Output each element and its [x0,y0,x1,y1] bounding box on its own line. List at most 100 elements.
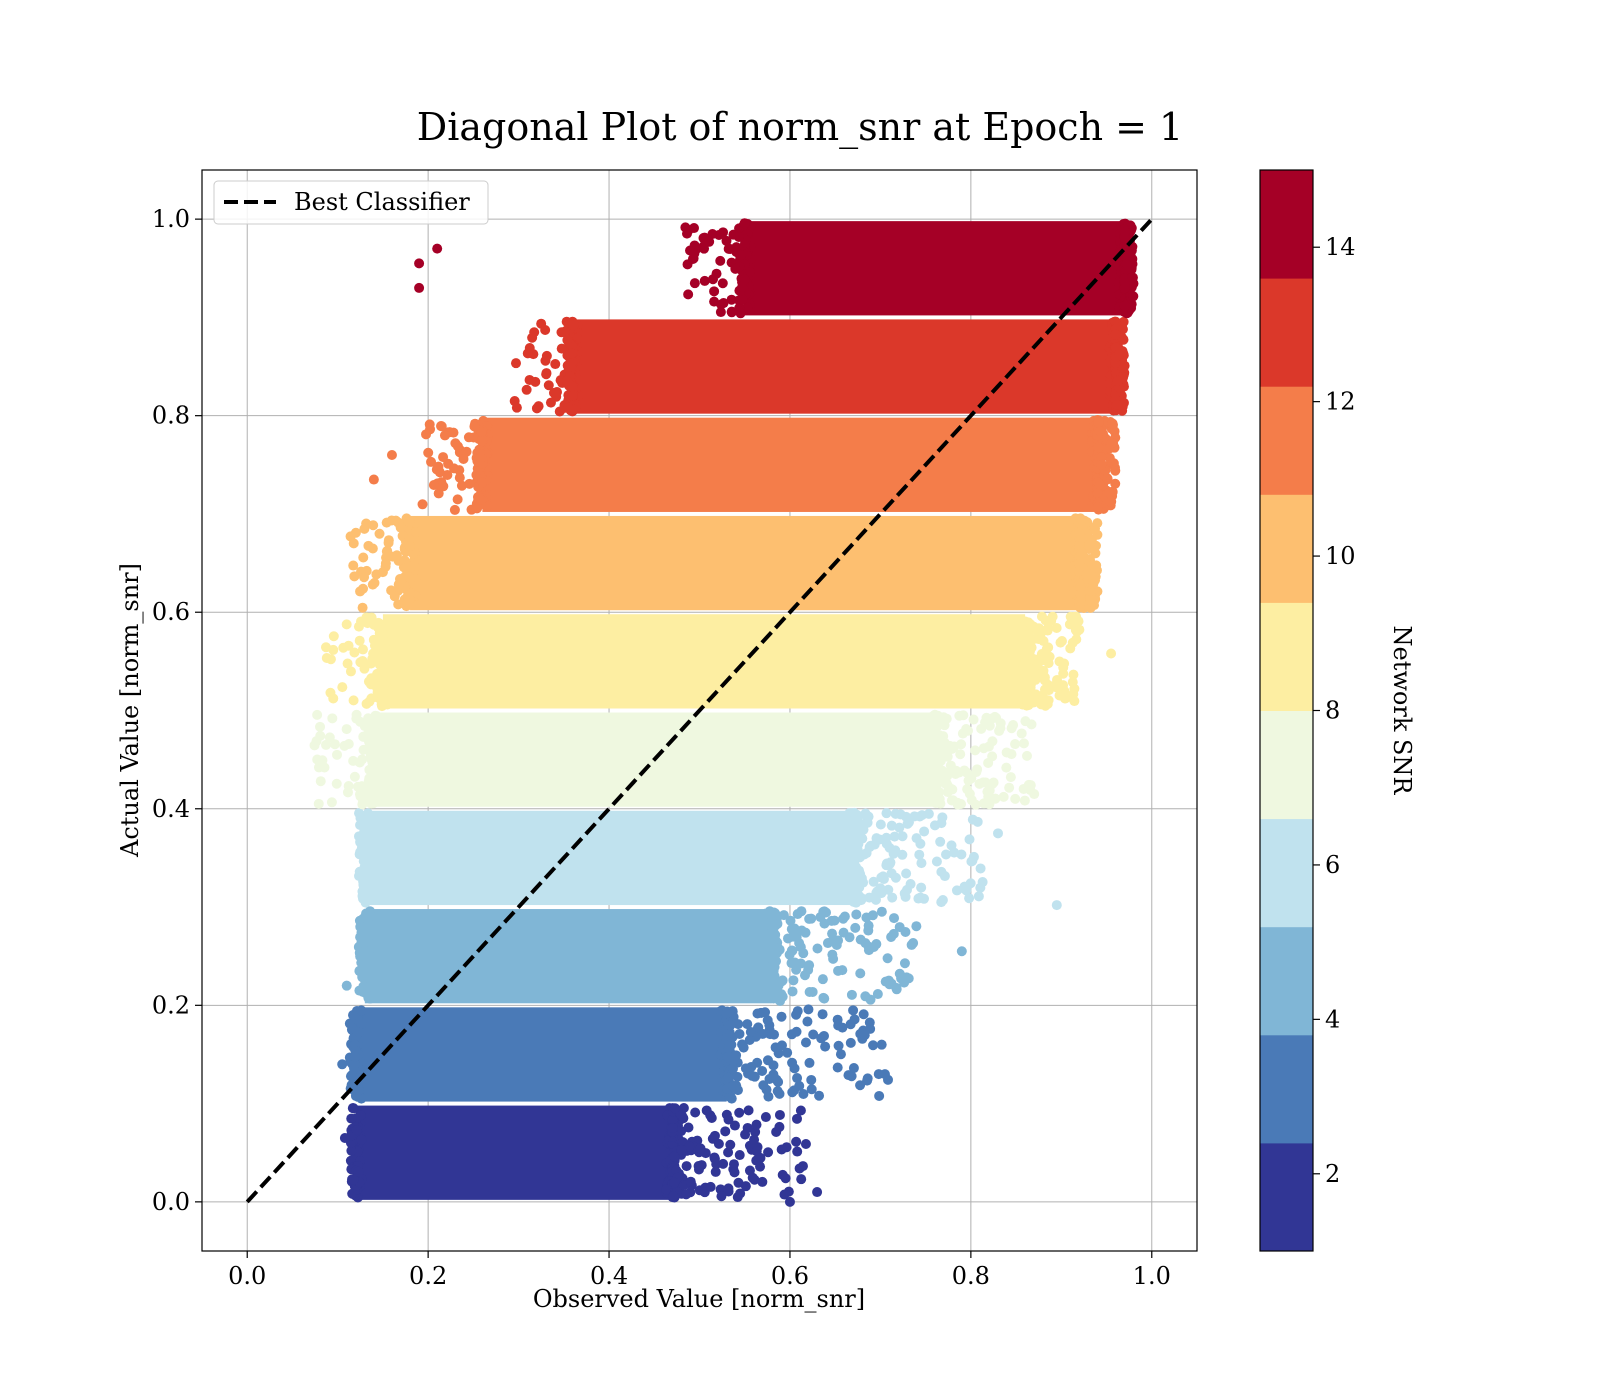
data-point [329,739,340,750]
data-point [858,824,869,835]
data-point [930,728,941,739]
data-point [826,915,837,926]
scatter-points [309,218,1139,1207]
data-point [1092,518,1103,529]
data-point [383,537,394,548]
data-point [1102,473,1113,484]
data-point [351,1125,362,1136]
data-point [1067,677,1078,688]
data-point [817,974,828,985]
data-point [914,849,925,860]
data-point [331,778,342,789]
data-point [1107,418,1118,429]
data-point [1019,795,1030,806]
data-point [984,720,995,731]
data-point [1074,528,1085,539]
data-point [442,470,453,481]
band-core [482,417,1098,512]
data-point [768,1060,779,1071]
data-point [772,1086,783,1097]
data-point [1036,611,1047,622]
data-point [361,698,372,709]
data-point [820,1041,831,1052]
data-point [404,517,415,528]
data-point [510,358,521,369]
data-point [681,1189,692,1200]
data-point [845,1037,856,1048]
data-point [728,229,739,240]
data-point [454,472,465,483]
data-point [735,1188,746,1199]
data-point [355,1065,366,1076]
data-point [776,1040,787,1051]
data-point [727,1063,738,1074]
data-point [778,910,789,921]
data-point [946,840,957,851]
data-point [948,795,959,806]
data-point [1076,547,1087,558]
data-point [961,723,972,734]
data-point [522,348,533,359]
data-point [328,631,339,642]
best-classifier-line [245,217,1154,1204]
data-point [669,1177,680,1188]
colorbar-tick-label: 10 [1325,542,1356,570]
data-point [849,875,860,886]
data-point [716,299,727,310]
band-6-points [320,611,1085,712]
data-point [1075,581,1086,592]
data-point [738,1042,749,1053]
data-point [1104,452,1115,463]
data-point [941,713,952,724]
data-point [449,463,460,474]
data-point [808,1029,819,1040]
data-point [742,1019,753,1030]
data-point [475,452,486,463]
data-point [901,884,912,895]
data-point [850,922,861,933]
data-point [390,515,401,526]
band-9-points [509,316,1130,417]
data-point [685,1176,696,1187]
data-point [426,456,437,467]
data-point [1087,597,1098,608]
data-point [785,915,796,926]
data-point [864,892,875,903]
data-point [881,808,892,819]
data-point [990,793,1001,804]
outlier-point [368,474,379,485]
x-tick-label: 1.0 [1133,1262,1171,1290]
data-point [1010,739,1021,750]
colorbar-tick-label: 6 [1325,851,1340,879]
data-point [937,812,948,823]
data-point [689,278,700,289]
band-5-points [309,709,1037,810]
data-point [970,745,981,756]
band-8-points [417,414,1121,515]
data-point [354,635,365,646]
data-point [796,906,807,917]
data-point [1051,622,1062,633]
band-2-points [344,1004,894,1104]
data-point [780,1173,791,1184]
colorbar-level [1260,1034,1313,1144]
data-point [755,1161,766,1172]
data-point [424,419,435,430]
data-point [357,602,368,613]
data-point [363,540,374,551]
band-4-points [354,807,988,908]
data-point [843,1070,854,1081]
data-point [796,1174,807,1185]
data-point [1001,762,1012,773]
data-point [812,943,823,954]
data-point [953,767,964,778]
data-point [347,1103,358,1114]
data-point [881,858,892,869]
data-point [736,250,747,261]
data-point [723,243,734,254]
data-point [774,1121,785,1132]
data-point [749,1134,760,1145]
data-point [723,1043,734,1054]
data-point [774,1109,785,1120]
data-point [977,877,988,888]
